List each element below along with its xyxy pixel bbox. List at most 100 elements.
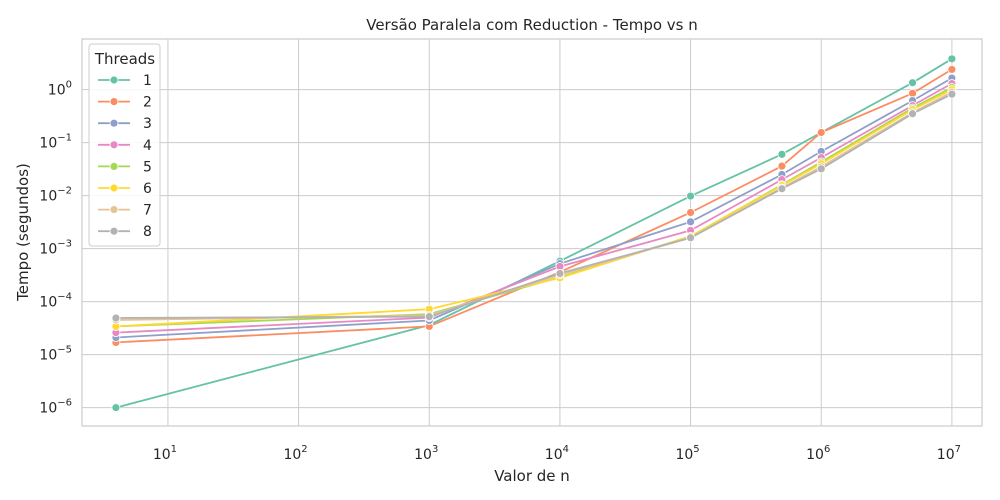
data-point (686, 208, 695, 217)
legend-marker (109, 75, 119, 85)
legend: Threads 1 2 3 4 5 6 7 8 (88, 43, 161, 247)
y-tick-base: 10 (39, 242, 57, 258)
y-tick-label: 10−6 (39, 398, 72, 417)
legend-marker (109, 97, 119, 106)
x-tick-label: 106 (806, 444, 830, 463)
legend-label: 7 (143, 203, 152, 219)
series-8 (111, 89, 957, 323)
legend-item-6: 6 (98, 181, 152, 197)
y-tick-exponent: −6 (57, 398, 72, 409)
x-axis: 101 102 103 104 105 106 107 (153, 444, 961, 463)
x-tick-exponent: 6 (824, 444, 830, 455)
legend-title: Threads (94, 50, 155, 68)
legend-label: 8 (143, 224, 152, 240)
series-line (115, 68, 953, 344)
x-tick-base: 10 (414, 447, 432, 463)
x-tick-label: 101 (153, 444, 177, 463)
x-tick-exponent: 7 (955, 444, 961, 455)
legend-item-8: 8 (98, 224, 152, 240)
legend-item-3: 3 (98, 116, 152, 132)
x-tick-base: 10 (675, 447, 693, 463)
y-tick-exponent: −5 (57, 345, 72, 356)
data-point (777, 161, 787, 171)
y-tick-exponent: −2 (57, 186, 72, 197)
data-point (111, 313, 121, 323)
y-tick-exponent: −3 (57, 239, 72, 250)
x-tick-exponent: 5 (693, 444, 699, 455)
x-tick-label: 104 (545, 444, 569, 463)
legend-label: 5 (143, 159, 152, 175)
data-point (947, 65, 957, 74)
y-tick-base: 10 (39, 348, 57, 364)
data-point (777, 184, 787, 194)
legend-item-1: 1 (98, 73, 152, 89)
data-point (686, 217, 695, 227)
x-axis-label: Valor de n (494, 467, 570, 485)
data-point (947, 54, 957, 64)
y-tick-label: 100 (48, 80, 72, 99)
y-tick-exponent: −4 (57, 292, 72, 303)
legend-marker (109, 140, 119, 150)
data-point (111, 403, 121, 413)
data-point (908, 109, 917, 119)
legend-item-4: 4 (98, 138, 152, 154)
legend-label: 3 (143, 116, 152, 132)
series-line (115, 93, 953, 319)
data-point (816, 128, 826, 137)
x-tick-label: 102 (283, 444, 307, 463)
x-tick-label: 107 (937, 444, 961, 463)
y-tick-base: 10 (39, 136, 57, 152)
data-point (686, 191, 695, 201)
data-point (947, 89, 957, 99)
x-tick-base: 10 (937, 447, 955, 463)
y-tick-label: 10−2 (39, 186, 72, 205)
legend-label: 6 (143, 181, 152, 197)
data-point (908, 88, 917, 98)
y-tick-base: 10 (39, 401, 57, 417)
legend-marker (109, 183, 119, 193)
y-tick-exponent: −1 (57, 133, 72, 144)
x-tick-label: 105 (675, 444, 699, 463)
x-tick-exponent: 2 (301, 444, 307, 455)
data-point (908, 78, 917, 88)
x-tick-base: 10 (153, 447, 171, 463)
data-point (816, 164, 826, 174)
y-axis-label: Tempo (segundos) (14, 163, 32, 302)
y-tick-label: 10−3 (39, 239, 72, 258)
data-point (555, 269, 565, 278)
y-tick-base: 10 (48, 83, 66, 99)
data-point (686, 233, 695, 243)
x-tick-exponent: 3 (432, 444, 438, 455)
legend-item-2: 2 (98, 95, 152, 111)
x-tick-base: 10 (806, 447, 824, 463)
y-tick-exponent: 0 (66, 80, 72, 91)
legend-marker (109, 118, 119, 128)
x-tick-base: 10 (545, 447, 563, 463)
legend-label: 1 (143, 73, 152, 89)
data-point (777, 149, 787, 159)
y-tick-label: 10−4 (39, 292, 72, 311)
legend-marker (109, 205, 119, 215)
legend-items: 1 2 3 4 5 6 7 8 (98, 73, 152, 240)
y-tick-base: 10 (39, 189, 57, 205)
legend-item-5: 5 (98, 159, 152, 175)
x-tick-exponent: 4 (563, 444, 569, 455)
x-tick-base: 10 (283, 447, 301, 463)
legend-marker (109, 161, 119, 171)
series-line (115, 77, 953, 339)
x-tick-label: 103 (414, 444, 438, 463)
legend-marker (109, 226, 119, 236)
grid (82, 39, 982, 426)
y-tick-label: 10−5 (39, 345, 72, 364)
legend-item-7: 7 (98, 203, 152, 219)
legend-label: 2 (143, 95, 152, 111)
series-line (115, 58, 953, 409)
plot-area (81, 38, 983, 427)
x-tick-exponent: 1 (171, 444, 177, 455)
y-tick-base: 10 (39, 295, 57, 311)
series-line (115, 88, 953, 328)
legend-label: 4 (143, 138, 152, 154)
